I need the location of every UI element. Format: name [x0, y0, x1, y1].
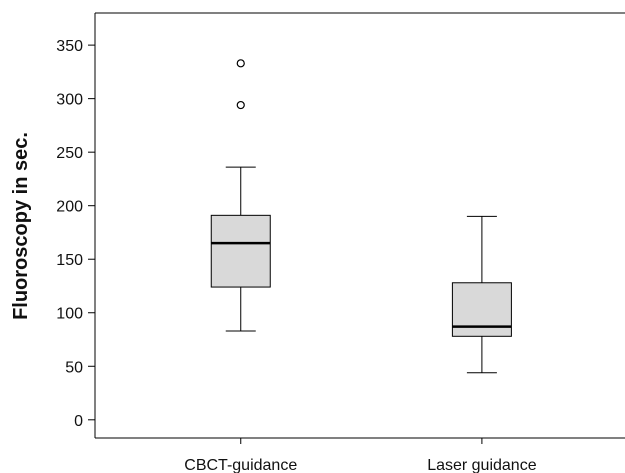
- box-group: [451, 215, 512, 374]
- outlier-point: [236, 59, 245, 68]
- y-tick-label: 0: [74, 413, 83, 430]
- iqr-box: [210, 214, 271, 288]
- y-tick-label: 100: [56, 306, 83, 323]
- x-axis: CBCT-guidance Laser guidance: [184, 438, 537, 473]
- y-tick-label: 250: [56, 145, 83, 162]
- y-axis: 0 50 100 150 200 250 300 350: [56, 38, 95, 430]
- y-tick-label: 50: [65, 359, 83, 376]
- box-group: [210, 59, 271, 332]
- boxes: [210, 59, 512, 374]
- x-category-label: CBCT-guidance: [184, 457, 297, 473]
- y-tick-label: 150: [56, 252, 83, 269]
- y-axis-title: Fluoroscopy in sec.: [10, 132, 32, 320]
- x-category-label: Laser guidance: [427, 457, 537, 473]
- iqr-box: [451, 282, 512, 337]
- y-tick-label: 350: [56, 38, 83, 55]
- plot-frame: [94, 12, 625, 439]
- y-tick-label: 300: [56, 92, 83, 109]
- outlier-point: [236, 100, 245, 110]
- y-tick-label: 200: [56, 199, 83, 216]
